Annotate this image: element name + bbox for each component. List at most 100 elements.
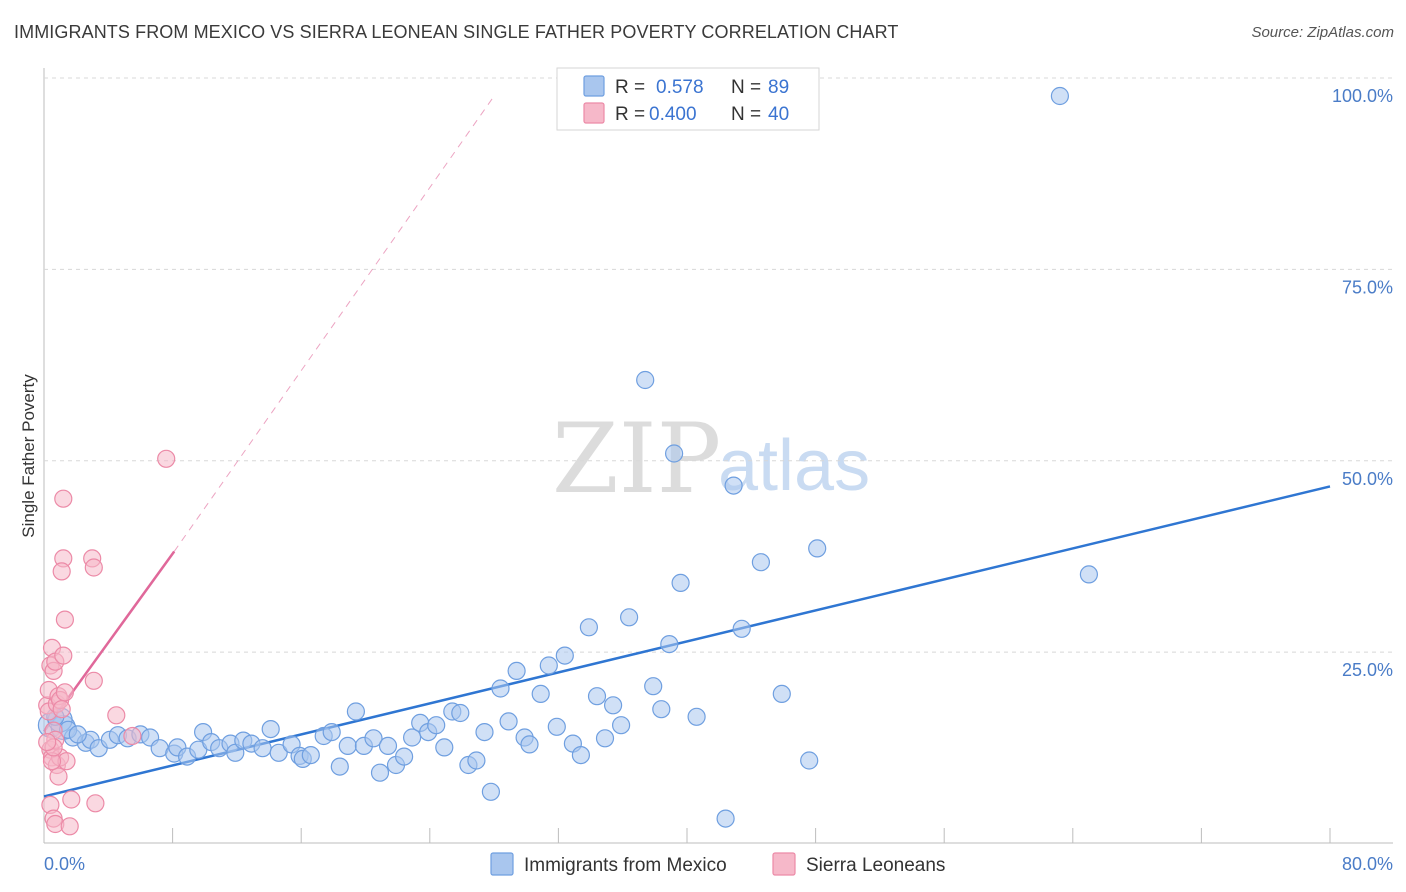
gridlines (44, 77, 1393, 653)
data-point-mexico-24 (253, 739, 272, 758)
data-point-mexico-71 (644, 677, 663, 696)
x-tick-label-max: 80.0% (1342, 854, 1393, 874)
data-point-sierra-leone-7 (49, 767, 68, 786)
data-point-mexico-52 (481, 782, 500, 801)
watermark-zip: ZIP (552, 403, 721, 515)
data-point-mexico-42 (403, 728, 422, 747)
data-point-mexico-54 (499, 712, 518, 731)
data-point-mexico-48 (451, 703, 470, 723)
data-point-mexico-53 (491, 679, 510, 698)
data-point-mexico-39 (378, 736, 398, 756)
data-point-mexico-82 (800, 751, 819, 770)
data-point-mexico-25 (261, 719, 280, 739)
data-point-mexico-84 (1050, 86, 1070, 106)
y-tick-label-50: 50.0% (1342, 469, 1393, 489)
legend-n-value-sierra-leone: 40 (768, 104, 789, 125)
data-point-mexico-81 (772, 684, 791, 704)
data-point-mexico-88 (68, 725, 87, 744)
data-point-mexico-26 (269, 743, 288, 762)
y-tick-label-75: 75.0% (1342, 277, 1393, 297)
y-tick-label-25: 25.0% (1342, 660, 1393, 680)
data-point-mexico-64 (579, 618, 599, 637)
data-point-mexico-70 (636, 370, 655, 390)
data-point-mexico-34 (338, 736, 357, 756)
data-point-mexico-32 (322, 722, 341, 742)
data-point-mexico-55 (507, 661, 526, 681)
data-point-sierra-leone-35 (107, 706, 126, 725)
series-legend-label-mexico: Immigrants from Mexico (524, 855, 727, 876)
data-point-mexico-76 (687, 707, 706, 726)
data-point-sierra-leone-33 (84, 671, 103, 690)
data-point-mexico-65 (587, 687, 607, 706)
data-point-mexico-35 (346, 702, 365, 721)
data-point-mexico-69 (619, 608, 639, 627)
data-point-mexico-46 (435, 738, 454, 757)
data-point-mexico-37 (364, 729, 383, 748)
data-point-sierra-leone-38 (55, 683, 75, 702)
data-point-mexico-63 (571, 745, 591, 765)
legend-r-value-mexico: 0.578 (656, 77, 704, 98)
data-point-mexico-51 (475, 722, 494, 742)
data-point-sierra-leone-34 (86, 794, 105, 813)
data-point-sierra-leone-36 (123, 726, 142, 746)
data-point-mexico-78 (724, 476, 743, 495)
data-point-mexico-59 (539, 656, 558, 675)
data-point-mexico-83 (808, 539, 827, 558)
y-tick-label-100: 100.0% (1332, 86, 1393, 106)
series-legend-swatch-sierra-leone (772, 852, 796, 876)
data-point-mexico-79 (732, 619, 751, 638)
data-point-mexico-45 (427, 716, 446, 735)
watermark-atlas: atlas (718, 426, 870, 506)
data-point-mexico-80 (751, 553, 771, 572)
data-point-mexico-61 (555, 646, 574, 665)
data-point-mexico-50 (467, 751, 486, 770)
data-point-sierra-leone-28 (60, 817, 79, 836)
data-point-mexico-77 (716, 809, 735, 828)
data-point-mexico-68 (611, 716, 631, 735)
series-legend-label-sierra-leone: Sierra Leoneans (806, 855, 945, 876)
legend-n-label-sierra-leone: N = (731, 104, 761, 125)
data-point-mexico-41 (395, 747, 414, 766)
data-point-mexico-58 (531, 684, 550, 704)
data-point-sierra-leone-19 (54, 646, 73, 665)
y-axis-label: Single Father Poverty (19, 374, 38, 538)
y-tick-labels: 25.0% 50.0% 75.0% 100.0% (1332, 86, 1393, 680)
legend-n-value-mexico: 89 (768, 77, 789, 98)
chart-title: IMMIGRANTS FROM MEXICO VS SIERRA LEONEAN… (14, 22, 899, 42)
data-point-mexico-30 (301, 745, 320, 765)
data-point-mexico-67 (603, 696, 623, 715)
legend-swatch-mexico (583, 75, 605, 97)
series-legend: Immigrants from Mexico Sierra Leoneans (490, 852, 945, 876)
data-point-mexico-85 (1079, 565, 1099, 584)
data-point-sierra-leone-32 (84, 558, 103, 577)
data-point-mexico-75 (671, 573, 690, 593)
legend-r-value-sierra-leone: 0.400 (649, 104, 697, 125)
x-tick-label-min: 0.0% (44, 854, 85, 874)
data-point-sierra-leone-37 (157, 449, 176, 468)
data-point-mexico-33 (330, 757, 349, 776)
legend-r-label-mexico: R = (615, 77, 645, 98)
data-point-sierra-leone-18 (55, 610, 75, 629)
data-point-mexico-66 (595, 729, 615, 748)
chart-source: Source: ZipAtlas.com (1251, 24, 1394, 41)
legend-n-label-mexico: N = (731, 77, 761, 98)
data-point-sierra-leone-39 (38, 732, 57, 752)
data-point-mexico-72 (652, 700, 671, 719)
data-point-sierra-leone-21 (52, 562, 71, 581)
data-point-mexico-74 (664, 444, 684, 463)
legend-swatch-sierra-leone (583, 102, 605, 124)
trend-line-sierra-leone-extension (173, 95, 495, 552)
x-ticks (43, 828, 1331, 843)
data-point-mexico-60 (547, 717, 566, 736)
legend-r-label-sierra-leone: R = (615, 104, 645, 125)
data-point-mexico-57 (520, 735, 539, 754)
stats-legend: R = 0.578 N = 89 R = 0.400 N = 40 (556, 67, 820, 131)
data-point-sierra-leone-22 (54, 489, 73, 508)
data-point-sierra-leone-17 (52, 700, 71, 719)
series-legend-swatch-mexico (490, 852, 514, 876)
data-point-mexico-38 (370, 763, 390, 782)
data-point-mexico-73 (660, 634, 679, 654)
data-point-sierra-leone-24 (62, 790, 81, 809)
scatter-points (37, 86, 1099, 836)
